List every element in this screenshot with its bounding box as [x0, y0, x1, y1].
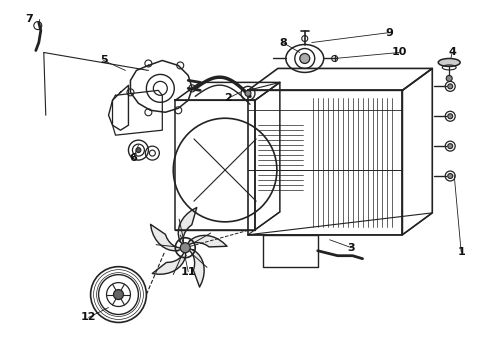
- Text: 1: 1: [457, 247, 465, 257]
- Circle shape: [300, 54, 310, 63]
- Text: 3: 3: [348, 243, 355, 253]
- Ellipse shape: [438, 58, 460, 67]
- Polygon shape: [181, 247, 204, 287]
- Text: 7: 7: [25, 14, 33, 24]
- Circle shape: [448, 174, 453, 179]
- Polygon shape: [152, 244, 186, 274]
- Text: 9: 9: [386, 28, 393, 37]
- Text: 4: 4: [448, 48, 456, 58]
- Text: 5: 5: [100, 55, 107, 66]
- Circle shape: [448, 84, 453, 89]
- Polygon shape: [178, 207, 197, 251]
- Circle shape: [136, 148, 141, 153]
- Text: 8: 8: [279, 37, 287, 48]
- Text: 2: 2: [224, 93, 232, 103]
- Circle shape: [448, 144, 453, 149]
- Text: 10: 10: [392, 48, 407, 58]
- Circle shape: [180, 243, 190, 253]
- Text: 6: 6: [129, 153, 137, 163]
- Text: 12: 12: [81, 312, 97, 323]
- Circle shape: [446, 75, 452, 81]
- Text: 11: 11: [180, 267, 196, 276]
- Circle shape: [245, 90, 251, 96]
- Circle shape: [448, 114, 453, 119]
- Polygon shape: [150, 224, 189, 251]
- Circle shape: [114, 289, 123, 300]
- Polygon shape: [183, 235, 227, 251]
